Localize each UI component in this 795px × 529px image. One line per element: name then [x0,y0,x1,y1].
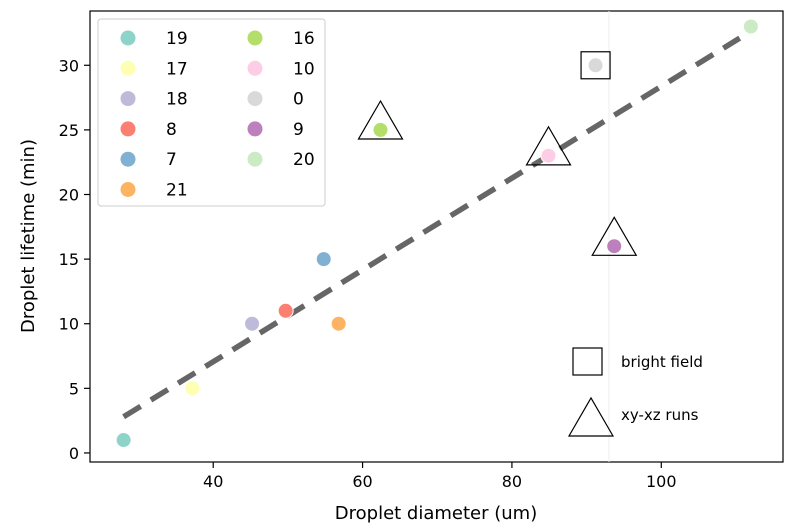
x-tick-label: 40 [203,472,223,491]
data-point-10 [540,147,557,164]
data-point-9 [606,238,623,255]
xy-xz-run-marker [357,99,404,140]
legend-marker-16 [247,30,263,46]
legend-label-8: 8 [166,120,177,140]
legend-marker-21 [120,182,136,197]
x-tick-label: 100 [646,472,677,491]
legend-marker-7 [120,151,136,167]
data-point-21 [330,315,347,332]
data-point-18 [244,315,261,332]
y-axis-label: Droplet lifetime (min) [18,139,39,333]
data-point-8 [277,302,294,319]
legend-marker-17 [120,60,136,76]
legend-marker-8 [120,121,136,137]
data-point-0 [587,57,604,74]
legend-label-16: 16 [293,29,315,49]
data-points [115,18,759,449]
legend-label-19: 19 [166,29,188,49]
legend-label-20: 20 [293,150,315,170]
trend-line [122,35,742,420]
bright-field-legend-square [572,347,603,376]
data-point-16 [372,121,389,138]
y-tick-label: 25 [59,121,79,140]
annotation-legend: bright field xy-xz runs [567,347,703,437]
legend-marker-19 [120,30,136,46]
legend-label-9: 9 [293,120,304,140]
legend-marker-0 [247,91,263,107]
y-tick-label: 0 [69,444,79,463]
bright-field-marker [580,51,611,80]
legend-marker-10 [247,60,263,76]
x-tick-label: 80 [502,472,522,491]
data-point-19 [115,432,132,449]
y-tick-label: 5 [69,379,79,398]
y-tick-label: 15 [59,250,79,269]
dashed-fit-line [122,35,742,420]
y-tick-label: 30 [59,56,79,75]
xy-xz-runs-legend-label: xy-xz runs [621,406,699,424]
marker-annotations [357,51,638,256]
legend-marker-18 [120,91,136,107]
legend-frame [97,18,326,207]
legend-marker-20 [247,151,263,167]
xy-xz-run-marker [591,216,638,256]
y-axis-ticks: 0 5 10 15 20 25 30 [59,56,90,463]
data-point-20 [742,18,759,35]
legend-marker-9 [247,121,263,137]
legend-label-17: 17 [166,59,188,79]
data-point-7 [315,251,332,268]
bright-field-legend-label: bright field [621,353,703,371]
xy-xz-run-marker [525,125,572,166]
xy-xz-runs-legend-triangle [567,396,615,437]
legend: 19 17 18 8 7 21 16 10 0 9 20 [97,18,326,207]
data-point-17 [184,380,201,397]
legend-label-18: 18 [166,90,188,110]
legend-label-10: 10 [293,59,315,79]
y-tick-label: 20 [59,186,79,205]
x-tick-label: 60 [352,472,372,491]
legend-label-21: 21 [166,181,188,201]
legend-label-0: 0 [293,90,304,110]
legend-label-7: 7 [166,150,177,170]
y-tick-label: 10 [59,315,79,334]
x-axis-ticks: 40 60 80 100 [203,462,677,491]
x-axis-label: Droplet diameter (um) [335,503,537,524]
